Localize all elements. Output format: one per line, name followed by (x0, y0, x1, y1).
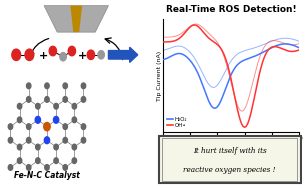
Circle shape (53, 116, 59, 123)
Text: It hurt itself with its: It hurt itself with its (193, 147, 266, 155)
Circle shape (36, 158, 40, 163)
Circle shape (54, 144, 58, 150)
Circle shape (81, 124, 86, 129)
Circle shape (25, 49, 34, 60)
Circle shape (44, 122, 50, 131)
Text: Real-Time ROS Detection!: Real-Time ROS Detection! (167, 5, 297, 14)
Text: reactive oxygen species !: reactive oxygen species ! (183, 166, 276, 174)
Circle shape (8, 124, 13, 129)
Circle shape (68, 46, 76, 56)
FancyArrow shape (109, 47, 138, 62)
Bar (162, 138, 297, 181)
Circle shape (72, 158, 77, 163)
Circle shape (17, 103, 22, 109)
Circle shape (27, 124, 31, 129)
Circle shape (72, 117, 77, 123)
Circle shape (36, 103, 40, 109)
Circle shape (54, 103, 58, 109)
Circle shape (63, 97, 67, 102)
Circle shape (27, 97, 31, 102)
Circle shape (87, 50, 95, 60)
Circle shape (81, 137, 86, 143)
Circle shape (63, 124, 67, 129)
Circle shape (8, 137, 13, 143)
Circle shape (45, 97, 49, 102)
Circle shape (81, 97, 86, 102)
Circle shape (35, 116, 41, 123)
Circle shape (54, 158, 58, 163)
Circle shape (36, 144, 40, 150)
Circle shape (98, 51, 104, 59)
Circle shape (81, 83, 86, 89)
Text: +: + (39, 51, 48, 61)
Circle shape (63, 83, 67, 89)
X-axis label: Substrate Potential (V): Substrate Potential (V) (196, 143, 267, 148)
Circle shape (27, 165, 31, 170)
Circle shape (17, 117, 22, 123)
Circle shape (72, 144, 77, 150)
Circle shape (27, 83, 31, 89)
Circle shape (63, 165, 67, 170)
Y-axis label: Tip Current (nA): Tip Current (nA) (157, 50, 162, 101)
Circle shape (17, 144, 22, 150)
Text: Fe-N-C Catalyst: Fe-N-C Catalyst (14, 171, 80, 180)
Legend: H₂O₂, OH•: H₂O₂, OH• (166, 116, 188, 129)
Circle shape (60, 53, 66, 61)
Text: +: + (78, 51, 88, 61)
Circle shape (45, 165, 49, 170)
Circle shape (8, 165, 13, 170)
Circle shape (45, 83, 49, 89)
Polygon shape (44, 6, 109, 32)
Circle shape (72, 103, 77, 109)
Circle shape (12, 49, 21, 60)
Circle shape (63, 137, 67, 143)
Polygon shape (70, 6, 82, 32)
Circle shape (49, 46, 56, 56)
Circle shape (44, 137, 50, 144)
Circle shape (17, 158, 22, 163)
Circle shape (27, 137, 31, 143)
